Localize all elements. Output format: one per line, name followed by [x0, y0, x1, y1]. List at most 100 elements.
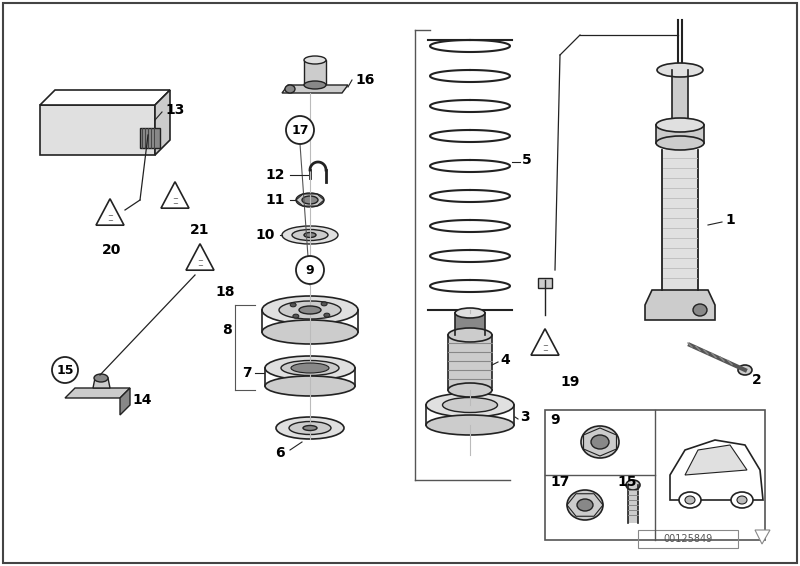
Polygon shape — [670, 440, 763, 500]
Ellipse shape — [738, 365, 752, 375]
Text: 11: 11 — [265, 193, 285, 207]
Text: 6: 6 — [275, 446, 285, 460]
Polygon shape — [140, 128, 160, 148]
Ellipse shape — [426, 393, 514, 417]
Ellipse shape — [731, 492, 753, 508]
Ellipse shape — [276, 417, 344, 439]
Ellipse shape — [448, 383, 492, 397]
Bar — [448, 335, 492, 390]
Circle shape — [296, 256, 324, 284]
Ellipse shape — [656, 136, 704, 150]
Text: 10: 10 — [255, 228, 274, 242]
Ellipse shape — [265, 376, 355, 396]
Ellipse shape — [302, 196, 318, 204]
Ellipse shape — [324, 313, 330, 317]
Ellipse shape — [279, 301, 341, 319]
Ellipse shape — [685, 496, 695, 504]
Ellipse shape — [591, 435, 609, 449]
Ellipse shape — [262, 296, 358, 324]
Ellipse shape — [737, 496, 747, 504]
Text: 14: 14 — [132, 393, 151, 407]
Polygon shape — [282, 85, 348, 93]
Bar — [672, 70, 688, 125]
Ellipse shape — [292, 229, 328, 241]
Circle shape — [52, 357, 78, 383]
Text: 3: 3 — [520, 410, 530, 424]
Ellipse shape — [426, 415, 514, 435]
Ellipse shape — [455, 308, 485, 318]
Ellipse shape — [448, 328, 492, 342]
Ellipse shape — [304, 56, 326, 64]
Text: ~
~: ~ ~ — [172, 196, 178, 208]
Polygon shape — [65, 388, 130, 398]
Text: 7: 7 — [242, 366, 252, 380]
Text: 18: 18 — [215, 285, 234, 299]
Polygon shape — [755, 530, 770, 544]
Ellipse shape — [262, 320, 358, 344]
Ellipse shape — [299, 306, 321, 314]
Text: 5: 5 — [522, 153, 532, 167]
Text: 17: 17 — [291, 123, 309, 136]
Bar — [662, 150, 698, 290]
Polygon shape — [155, 90, 170, 155]
Ellipse shape — [289, 422, 331, 435]
Polygon shape — [93, 378, 110, 388]
Text: ~
~: ~ ~ — [107, 213, 113, 225]
Ellipse shape — [291, 363, 329, 373]
Ellipse shape — [442, 397, 498, 413]
Polygon shape — [645, 290, 715, 320]
Text: ~
~: ~ ~ — [197, 259, 203, 269]
Ellipse shape — [285, 85, 295, 93]
Ellipse shape — [293, 314, 299, 318]
Bar — [638, 530, 738, 548]
Polygon shape — [531, 329, 559, 355]
Ellipse shape — [656, 118, 704, 132]
Text: 2: 2 — [752, 373, 762, 387]
Text: 9: 9 — [306, 264, 314, 277]
Text: 15: 15 — [617, 475, 637, 489]
Text: 20: 20 — [102, 243, 122, 257]
Polygon shape — [96, 199, 124, 225]
Ellipse shape — [581, 426, 619, 458]
Text: 9: 9 — [550, 413, 560, 427]
Polygon shape — [161, 182, 189, 208]
Polygon shape — [685, 445, 747, 475]
Text: 21: 21 — [190, 223, 210, 237]
Ellipse shape — [321, 302, 327, 306]
Polygon shape — [40, 105, 155, 155]
Text: ~
~: ~ ~ — [542, 344, 548, 354]
Ellipse shape — [577, 499, 593, 511]
Ellipse shape — [94, 374, 108, 382]
Polygon shape — [120, 388, 130, 415]
Ellipse shape — [303, 426, 317, 431]
Ellipse shape — [657, 63, 703, 77]
Ellipse shape — [679, 492, 701, 508]
Ellipse shape — [693, 304, 707, 316]
Bar — [628, 485, 638, 523]
Text: 4: 4 — [500, 353, 510, 367]
Text: 19: 19 — [560, 375, 579, 389]
Text: 1: 1 — [725, 213, 734, 227]
Text: 15: 15 — [56, 363, 74, 376]
Polygon shape — [186, 244, 214, 270]
Bar — [538, 278, 552, 288]
Ellipse shape — [296, 193, 324, 207]
Text: 12: 12 — [265, 168, 285, 182]
Text: 13: 13 — [165, 103, 184, 117]
Ellipse shape — [290, 303, 296, 307]
Ellipse shape — [282, 226, 338, 244]
Ellipse shape — [567, 490, 603, 520]
Bar — [545, 410, 765, 540]
Ellipse shape — [304, 81, 326, 89]
Polygon shape — [40, 90, 170, 105]
Text: 8: 8 — [222, 323, 232, 337]
Ellipse shape — [304, 233, 316, 238]
Ellipse shape — [281, 361, 339, 375]
Ellipse shape — [626, 480, 640, 490]
Circle shape — [286, 116, 314, 144]
Bar — [455, 313, 485, 335]
Text: 00125849: 00125849 — [663, 534, 713, 544]
Bar — [656, 125, 704, 143]
Text: 17: 17 — [550, 475, 570, 489]
Text: 16: 16 — [355, 73, 374, 87]
